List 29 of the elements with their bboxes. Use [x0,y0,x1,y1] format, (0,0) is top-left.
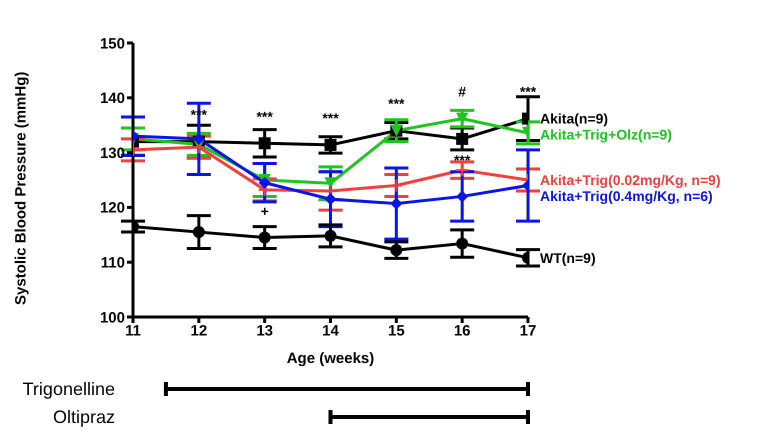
annotation: *** [256,108,274,124]
annotation: *** [520,84,537,100]
x-tick-label: 11 [125,322,141,340]
annotation: + [260,202,269,219]
x-tick-label: 14 [322,322,340,340]
y-tick-label: 110 [100,254,125,272]
annotation: *** [454,152,471,168]
y-tick-label: 150 [100,35,125,52]
series-label: Akita(n=9) [540,110,608,127]
y-axis-title: Systolic Blood Pressure (mmHg) [12,72,30,305]
text: Trigonelline [22,379,115,399]
y-tick-label: 120 [100,200,125,217]
annotation: *** [388,96,406,112]
y-tick-label: 130 [100,144,125,162]
x-tick-label: 17 [520,322,536,340]
series-label: Akita+Trig+Olz(n=9) [540,126,672,143]
x-tick-label: 12 [190,322,208,340]
series-label: WT(n=9) [540,250,596,266]
annotation: # [458,84,466,100]
text: Oltipraz [52,407,115,427]
x-tick-label: 16 [454,322,471,340]
series-label: Akita+Trig(0.02mg/Kg, n=9) [540,172,720,188]
x-tick-label: 13 [256,322,274,340]
y-tick-label: 100 [100,309,125,326]
annotation: *** [322,110,340,126]
x-axis-title: Age (weeks) [286,350,374,367]
series-label: Akita+Trig(0.4mg/Kg, n=6) [540,188,713,204]
x-tick-label: 15 [388,322,405,340]
y-tick-label: 140 [100,90,125,108]
